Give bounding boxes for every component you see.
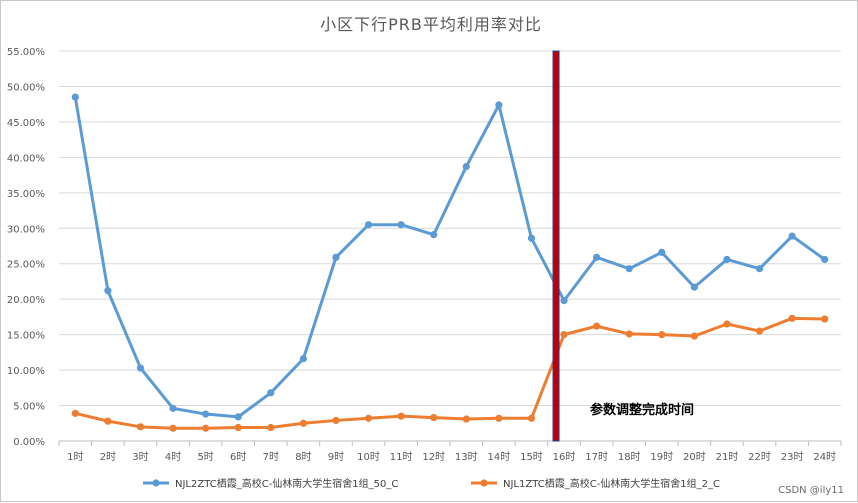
series-2-point (495, 414, 503, 422)
series-2-point (658, 331, 666, 339)
series-2-point (560, 331, 568, 339)
series-2-point (169, 424, 177, 432)
series-2-point (299, 419, 307, 427)
y-tick-label: 45.00% (7, 118, 45, 129)
y-tick-label: 20.00% (7, 295, 45, 306)
series-2-point (104, 417, 112, 425)
series-1-point (169, 404, 177, 412)
x-tick-label: 9时 (328, 451, 344, 463)
series-2-point (755, 327, 764, 335)
x-tick-label: 20时 (683, 451, 706, 463)
y-tick-label: 30.00% (7, 224, 45, 235)
series-1-point (104, 287, 112, 295)
y-tick-label: 25.00% (7, 260, 45, 271)
x-tick-label: 10时 (357, 451, 380, 463)
y-tick-label: 15.00% (7, 331, 45, 342)
series-1-point (821, 255, 829, 264)
x-tick-label: 4时 (165, 451, 181, 463)
x-tick-label: 24时 (813, 451, 836, 463)
series-1-point (136, 364, 145, 372)
x-tick-label: 8时 (295, 451, 311, 463)
x-tick-label: 2时 (100, 451, 116, 463)
series-1-point (332, 253, 340, 261)
x-tick-label: 18时 (618, 451, 641, 463)
legend-label: NJL1ZTC栖霞_高校C-仙林南大学生宿舍1组_2_C (503, 477, 720, 490)
x-tick-label: 12时 (422, 451, 445, 463)
legend-marker (480, 479, 488, 487)
series-1-point (690, 283, 698, 291)
series-2-point (593, 322, 601, 330)
x-tick-label: 13时 (455, 451, 478, 463)
series-2-point (462, 415, 470, 423)
series-1-point (593, 253, 601, 261)
series-1-point (397, 221, 405, 229)
x-tick-label: 22时 (748, 451, 771, 463)
x-tick-label: 16时 (553, 451, 576, 463)
series-1-point (527, 234, 536, 242)
series-1-point (462, 162, 470, 171)
x-tick-label: 11时 (390, 451, 413, 463)
series-2-point (821, 315, 829, 323)
series-line-2 (74, 316, 825, 430)
x-tick-label: 21时 (716, 451, 739, 463)
series-2-point (397, 412, 405, 420)
series-2-point (788, 314, 796, 322)
series-2-point (723, 320, 731, 328)
series-1-point (202, 410, 210, 418)
x-tick-label: 7时 (263, 451, 279, 463)
series-1-point (364, 221, 373, 229)
x-tick-label: 17时 (585, 451, 608, 463)
series-2-point (625, 330, 633, 338)
series-1-point (71, 93, 79, 101)
y-tick-label: 0.00% (13, 437, 45, 448)
marker-label: 参数调整完成时间 (590, 402, 694, 418)
legend-marker (152, 479, 160, 487)
series-1-point (755, 265, 764, 273)
series-2-point (136, 423, 145, 431)
y-tick-label: 10.00% (7, 366, 45, 377)
series-1-point (495, 101, 503, 109)
series-2-point (690, 332, 698, 340)
y-tick-label: 40.00% (7, 153, 45, 164)
series-1-point (723, 255, 731, 264)
x-tick-label: 23时 (781, 451, 804, 463)
y-tick-label: 5.00% (13, 402, 45, 413)
series-1-point (430, 231, 438, 239)
watermark: CSDN @ily11 (778, 485, 844, 496)
series-1-point (299, 355, 307, 363)
chart-title: 小区下行PRB平均利用率对比 (320, 15, 542, 34)
series-2-point (202, 424, 210, 432)
series-2-point (234, 423, 242, 432)
series-1-point (625, 265, 633, 273)
y-tick-label: 50.00% (7, 82, 45, 93)
x-tick-label: 3时 (132, 451, 148, 463)
series-2-point (527, 414, 536, 422)
legend-label: NJL2ZTC栖霞_高校C-仙林南大学生宿舍1组_50_C (175, 477, 398, 490)
series-1-point (658, 248, 666, 256)
series-1-point (788, 232, 796, 240)
x-tick-label: 14时 (488, 451, 511, 463)
series-1-point (560, 297, 568, 305)
x-tick-label: 5时 (197, 451, 213, 463)
y-tick-label: 55.00% (7, 47, 45, 58)
series-2-point (430, 414, 438, 422)
series-2-point (267, 423, 275, 432)
series-1-point (267, 389, 275, 397)
x-tick-label: 6时 (230, 451, 246, 463)
y-tick-label: 35.00% (7, 189, 45, 200)
series-2-point (364, 414, 373, 422)
series-2-point (332, 416, 340, 425)
marker-bar (552, 50, 560, 442)
series-1-point (234, 413, 242, 421)
series-line-1 (73, 96, 826, 419)
x-tick-label: 15时 (520, 451, 543, 463)
series-2-point (71, 409, 79, 417)
x-tick-label: 1时 (67, 451, 83, 463)
x-tick-label: 19时 (650, 451, 673, 463)
